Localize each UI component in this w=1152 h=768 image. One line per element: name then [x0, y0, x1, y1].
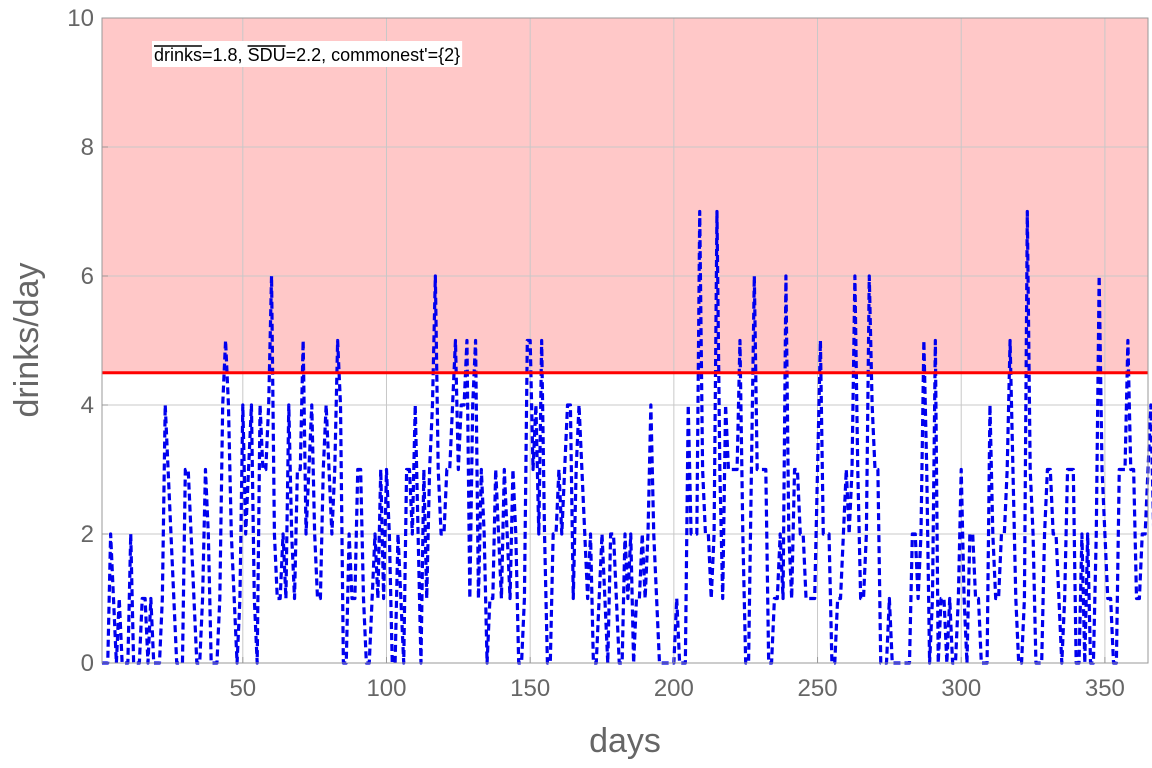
plot-frame: [101, 17, 1149, 664]
y-tick-label: 8: [81, 134, 94, 161]
x-tick-label: 100: [366, 675, 406, 702]
annotation-var-sdu: SDU: [248, 45, 286, 65]
x-tick-label: 150: [510, 675, 550, 702]
x-tick-label: 50: [229, 675, 256, 702]
y-tick-label: 10: [67, 5, 94, 32]
annotation-var-drinks: drinks: [154, 45, 202, 65]
x-tick-label: 300: [941, 675, 981, 702]
x-axis-ticks: 50 100 150 200 250 300 350: [229, 657, 1125, 702]
x-axis-label: days: [589, 722, 661, 760]
y-tick-label: 0: [81, 650, 94, 677]
x-tick-label: 350: [1085, 675, 1125, 702]
threshold-region: [102, 18, 1148, 373]
stats-annotation: drinks=1.8, SDU=2.2, commonest'={2}: [152, 41, 463, 67]
y-tick-label: 6: [81, 263, 94, 290]
annotation-eq2: =2.2, commonest'={2}: [286, 45, 461, 65]
y-tick-label: 2: [81, 521, 94, 548]
y-axis-ticks: 0 2 4 6 8 10: [67, 5, 108, 677]
annotation-background: [152, 41, 463, 67]
x-tick-label: 250: [798, 675, 838, 702]
x-tick-label: 200: [654, 675, 694, 702]
annotation-eq1: =1.8,: [202, 45, 248, 65]
annotation-text: drinks=1.8, SDU=2.2, commonest'={2}: [154, 45, 460, 65]
y-tick-label: 4: [81, 392, 94, 419]
y-axis-label: drinks/day: [8, 263, 46, 418]
